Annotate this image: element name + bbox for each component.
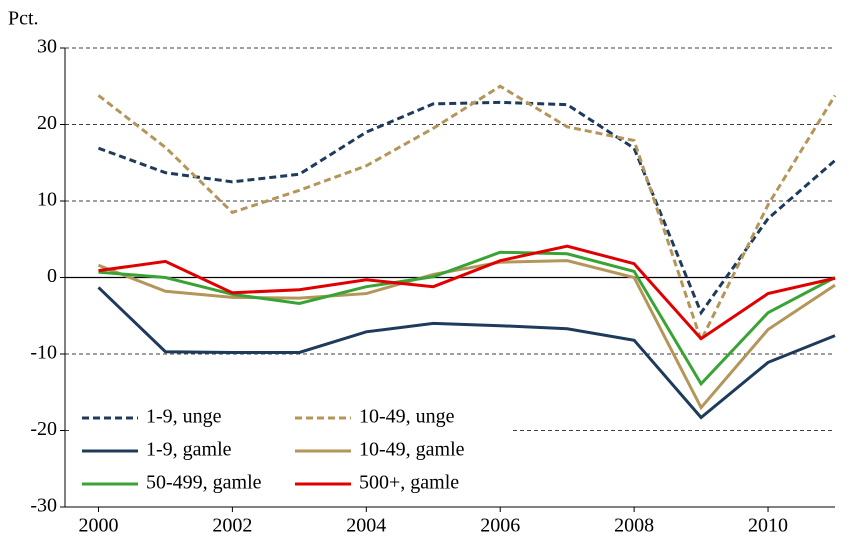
legend-label: 10-49, gamle <box>359 439 465 461</box>
series-line <box>97 84 837 345</box>
x-tick-label: 2002 <box>212 515 252 537</box>
x-tick-label: 2008 <box>614 515 654 537</box>
series-line <box>98 244 836 341</box>
legend-label: 50-499, gamle <box>146 472 262 494</box>
series-line <box>97 100 836 316</box>
legend-label: 10-49, unge <box>359 406 455 428</box>
y-tick-label: -20 <box>30 418 57 440</box>
y-tick-label: -30 <box>30 495 57 517</box>
series-line <box>97 259 836 411</box>
series-line <box>97 286 836 420</box>
y-axis-label: Pct. <box>8 8 39 30</box>
x-tick-label: 2004 <box>346 515 386 537</box>
y-tick-label: 0 <box>47 265 57 287</box>
x-tick-label: 2006 <box>480 515 520 537</box>
legend: 1-9, unge 10-49, unge 1-9, gamle 10-49, gam… <box>72 400 510 497</box>
y-tick-label: 20 <box>37 112 57 134</box>
x-tick-label: 2000 <box>78 515 118 537</box>
legend-label: 500+, gamle <box>359 472 459 494</box>
series-line <box>98 250 836 387</box>
legend-label: 1-9, unge <box>146 406 222 428</box>
legend-box <box>72 400 510 497</box>
y-tick-label: -10 <box>30 342 57 364</box>
y-tick-label: 10 <box>37 189 57 211</box>
x-tick-label: 2010 <box>748 515 788 537</box>
legend-label: 1-9, gamle <box>146 439 232 461</box>
y-tick-label: 30 <box>37 36 57 58</box>
